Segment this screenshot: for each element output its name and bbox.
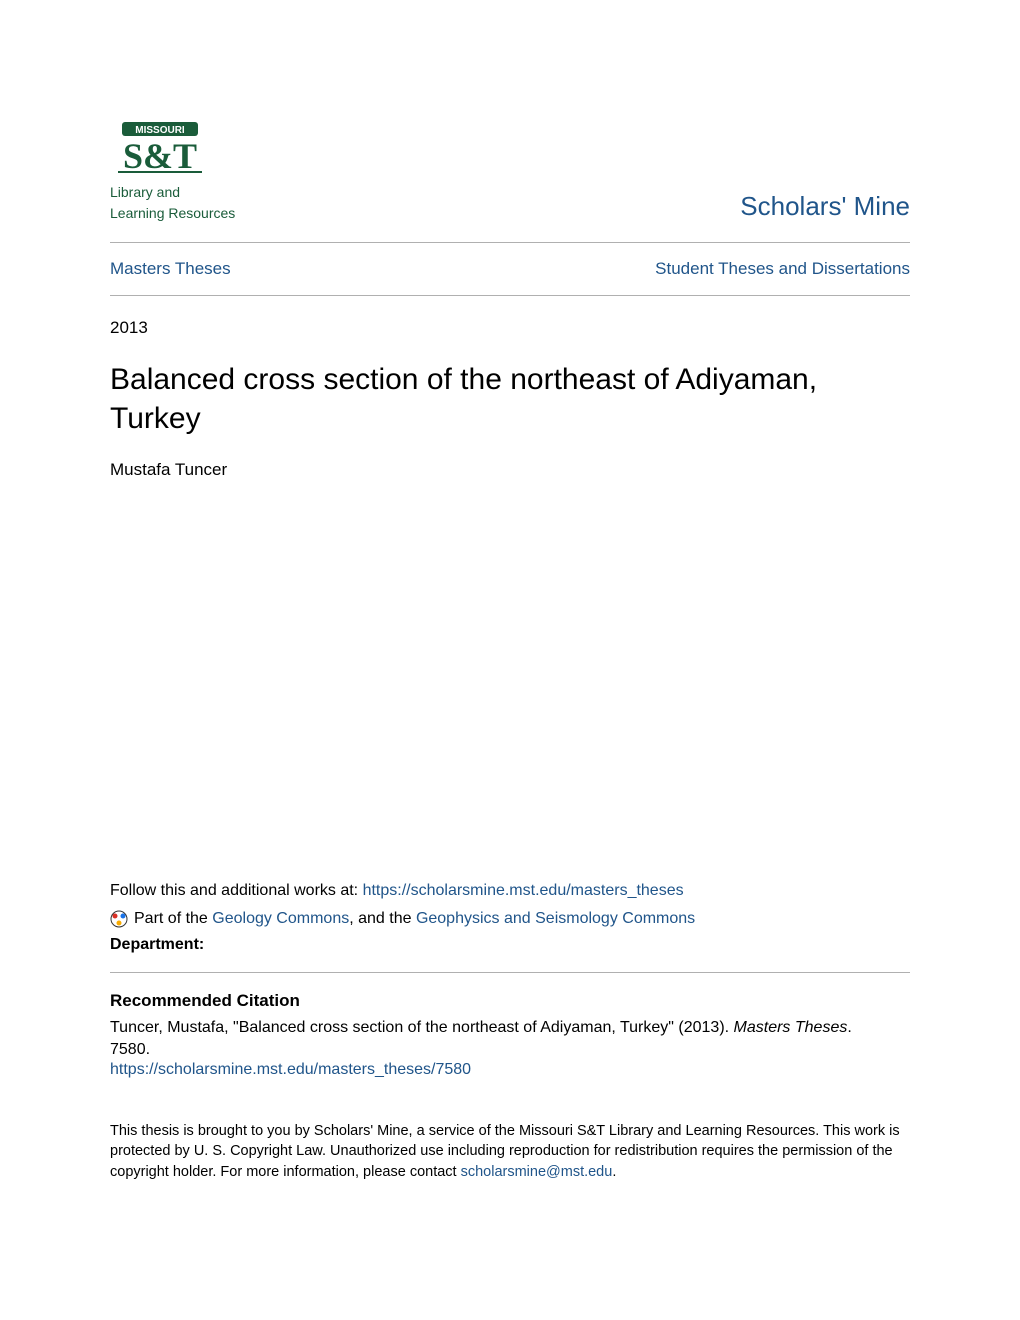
header-row: MISSOURI S&T Library and Learning Resour…: [110, 120, 910, 242]
citation-link[interactable]: https://scholarsmine.mst.edu/masters_the…: [110, 1061, 910, 1079]
partof-row: Part of the Geology Commons, and the Geo…: [110, 910, 910, 928]
follow-text: Follow this and additional works at: htt…: [110, 882, 910, 900]
author-name: Mustafa Tuncer: [110, 460, 910, 480]
publication-year: 2013: [110, 318, 910, 338]
student-theses-link[interactable]: Student Theses and Dissertations: [655, 259, 910, 279]
geology-commons-link[interactable]: Geology Commons: [212, 910, 349, 927]
mst-logo-icon: MISSOURI S&T: [110, 120, 210, 180]
citation-text: Tuncer, Mustafa, "Balanced cross section…: [110, 1017, 910, 1039]
citation-heading: Recommended Citation: [110, 991, 910, 1011]
citation-number: 7580.: [110, 1041, 910, 1059]
commons-network-icon: [110, 910, 128, 928]
citation-italic: Masters Theses: [734, 1019, 848, 1036]
logo-block[interactable]: MISSOURI S&T Library and Learning Resour…: [110, 120, 235, 222]
svg-text:S&T: S&T: [123, 136, 197, 176]
page-title: Balanced cross section of the northeast …: [110, 360, 910, 438]
follow-prefix: Follow this and additional works at:: [110, 882, 363, 899]
spacer: [110, 492, 910, 882]
partof-text: Part of the Geology Commons, and the Geo…: [134, 910, 695, 928]
svg-text:MISSOURI: MISSOURI: [135, 125, 185, 136]
logo-subtext-2: Learning Resources: [110, 205, 235, 222]
masters-theses-link[interactable]: Masters Theses: [110, 259, 231, 279]
geophysics-commons-link[interactable]: Geophysics and Seismology Commons: [416, 910, 695, 927]
footer-text: This thesis is brought to you by Scholar…: [110, 1121, 910, 1182]
partof-middle: , and the: [349, 910, 416, 927]
divider-3: [110, 972, 910, 973]
partof-prefix: Part of the: [134, 910, 212, 927]
nav-row: Masters Theses Student Theses and Disser…: [110, 243, 910, 295]
footer-suffix: .: [612, 1164, 616, 1180]
citation-suffix: .: [847, 1019, 851, 1036]
divider-2: [110, 295, 910, 296]
department-label: Department:: [110, 936, 910, 954]
logo-subtext-1: Library and: [110, 184, 180, 201]
follow-link[interactable]: https://scholarsmine.mst.edu/masters_the…: [363, 882, 684, 899]
citation-prefix: Tuncer, Mustafa, "Balanced cross section…: [110, 1019, 734, 1036]
scholars-mine-link[interactable]: Scholars' Mine: [740, 191, 910, 222]
footer-email-link[interactable]: scholarsmine@mst.edu: [461, 1164, 613, 1180]
